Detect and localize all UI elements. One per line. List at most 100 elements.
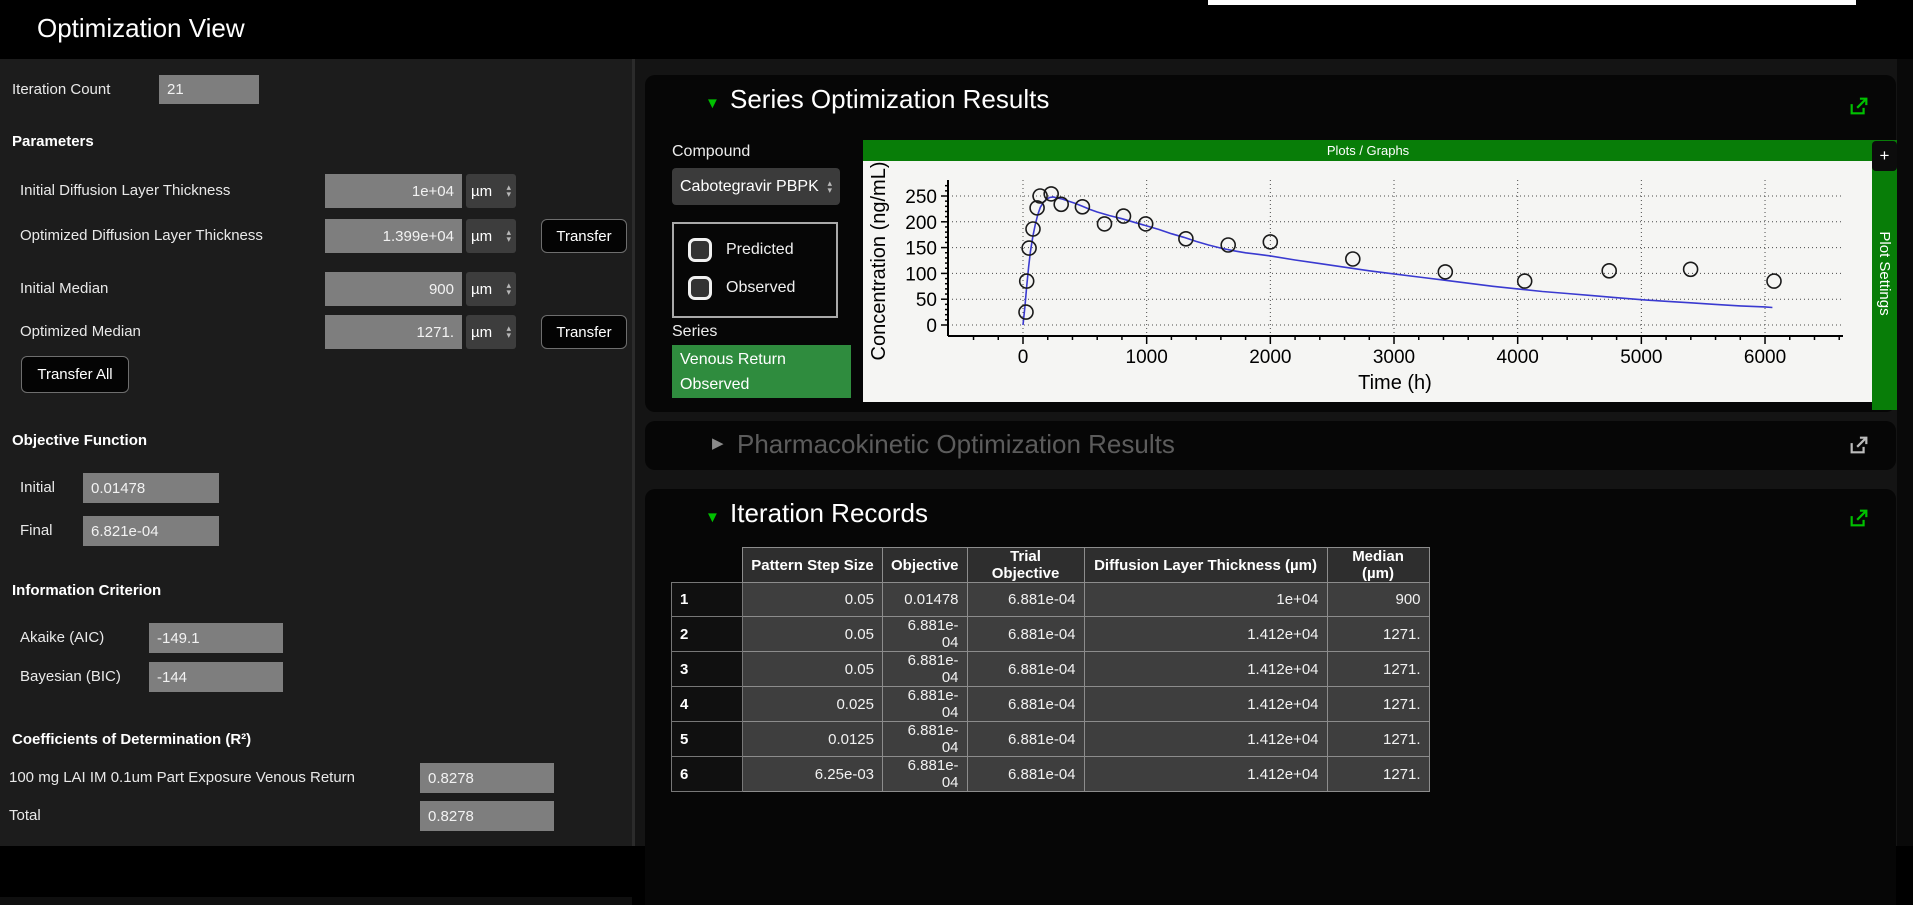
information-criterion-heading: Information Criterion [12, 582, 162, 599]
row-number-cell: 3 [671, 651, 743, 687]
parameter-value-input[interactable]: 900 [325, 272, 462, 306]
series-item-line1: Venous Return [680, 351, 786, 368]
observed-point [1766, 273, 1782, 289]
row-number-cell: 6 [671, 756, 743, 792]
parameter-value-input[interactable]: 1.399e+04 [325, 219, 462, 253]
transfer-all-button[interactable]: Transfer All [21, 356, 129, 393]
concentration-time-chart: 0 1000 2000 3000 4000 5000 6000 0 50 100 150 200 250… [863, 161, 1873, 402]
table-cell: 6.881e-04 [882, 756, 968, 792]
horizontal-scrollbar[interactable] [0, 897, 632, 905]
svg-text:Concentration (ng/mL): Concentration (ng/mL) [868, 162, 890, 361]
observed-point [1018, 304, 1034, 320]
collapse-triangle-icon[interactable]: ▼ [705, 509, 720, 526]
stat-value-input[interactable]: 0.8278 [420, 801, 554, 831]
observed-option[interactable]: Observed [688, 276, 795, 300]
table-cell: 1.412e+04 [1083, 686, 1328, 722]
export-icon[interactable] [1848, 434, 1870, 456]
compound-select[interactable]: Cabotegravir PBPK ▴ ▾ [672, 168, 840, 205]
parameter-value-input[interactable]: 1271. [325, 315, 462, 349]
table-cell: 1271. [1326, 721, 1430, 757]
collapse-triangle-icon[interactable]: ▼ [705, 95, 720, 112]
series-label: Series [672, 323, 718, 340]
spinner-arrows-icon: ▴ ▾ [506, 227, 511, 244]
plot-settings-tab[interactable]: Plot Settings [1872, 140, 1897, 410]
stat-value-input[interactable]: 0.8278 [420, 763, 554, 793]
stat-value-input[interactable]: -144 [149, 662, 283, 692]
parameter-value-input[interactable]: 1e+04 [325, 174, 462, 208]
table-row: 6 6.25e-03 6.881e-04 6.881e-04 1.412e+04 1271… [671, 756, 1430, 792]
observed-point [1516, 273, 1533, 289]
table-cell: 0.05 [742, 582, 883, 617]
table-cell: 6.881e-04 [882, 686, 968, 722]
table-cell: 900 [1326, 582, 1430, 617]
panel-divider [632, 59, 635, 846]
right-edge-strip [1897, 59, 1913, 846]
unit-select-value: µm [471, 323, 493, 341]
iteration-records-panel: ▼ Iteration Records Pattern Step Size Obj… [645, 489, 1896, 905]
stat-value-input[interactable]: 0.01478 [83, 473, 219, 503]
coefficients-heading: Coefficients of Determination (R²) [12, 731, 252, 748]
table-cell: 1271. [1326, 756, 1430, 792]
iteration-count-input[interactable]: 21 [159, 75, 259, 104]
add-plot-button[interactable]: + [1872, 141, 1897, 171]
observed-checkbox[interactable] [688, 276, 712, 300]
export-icon[interactable] [1848, 507, 1870, 529]
table-column-header: Trial Objective [966, 547, 1085, 583]
observed-point [1053, 196, 1069, 213]
table-column-header: Diffusion Layer Thickness (µm) [1083, 547, 1328, 583]
objective-function-heading: Objective Function [12, 432, 148, 449]
series-item-line2: Observed [680, 376, 750, 393]
unit-select[interactable]: µm ▴ ▾ [466, 174, 516, 208]
unit-select[interactable]: µm ▴ ▾ [466, 219, 516, 253]
stat-label: Bayesian (BIC) [20, 668, 121, 685]
svg-text:150: 150 [905, 239, 937, 260]
spinner-arrows-icon: ▴ ▾ [506, 182, 511, 199]
series-list-item-selected[interactable]: Venous Return Observed [672, 345, 851, 398]
observed-point [1178, 231, 1194, 247]
observed-point [1437, 264, 1454, 280]
table-cell: 1e+04 [1083, 582, 1328, 617]
window-edge-strip [1208, 0, 1856, 5]
parameter-label: Optimized Median [20, 323, 141, 340]
table-cell: 6.881e-04 [882, 616, 968, 652]
svg-text:0: 0 [926, 316, 937, 337]
export-icon[interactable] [1848, 95, 1870, 117]
series-panel-title[interactable]: Series Optimization Results [730, 84, 1050, 114]
series-optimization-panel: ▼ Series Optimization Results Compound C… [645, 75, 1897, 412]
svg-text:6000: 6000 [1744, 347, 1786, 368]
table-header-row: Pattern Step Size Objective Trial Objectiv… [672, 547, 1430, 583]
table-cell: 1.412e+04 [1083, 616, 1328, 652]
table-row: 3 0.05 6.881e-04 6.881e-04 1.412e+04 1271. [671, 651, 1430, 687]
observed-point [1601, 263, 1618, 279]
table-cell: 1.412e+04 [1083, 756, 1328, 792]
iteration-count-label: Iteration Count [12, 81, 111, 98]
pk-panel-title[interactable]: Pharmacokinetic Optimization Results [737, 429, 1175, 459]
svg-text:4000: 4000 [1497, 347, 1539, 368]
unit-select[interactable]: µm ▴ ▾ [466, 272, 516, 306]
observed-point [1220, 237, 1237, 253]
transfer-button[interactable]: Transfer [541, 219, 627, 253]
svg-text:2000: 2000 [1249, 347, 1291, 368]
stat-value-input[interactable]: -149.1 [149, 623, 283, 653]
collapsed-triangle-icon[interactable]: ▶ [712, 435, 724, 452]
table-cell: 0.05 [742, 651, 883, 687]
transfer-button[interactable]: Transfer [541, 315, 627, 349]
optimization-sidebar: Iteration Count 21 Parameters Initial Di… [0, 59, 632, 905]
table-cell: 0.01478 [882, 582, 968, 617]
table-cell: 6.25e-03 [742, 756, 883, 792]
table-cell: 6.881e-04 [882, 651, 968, 687]
predicted-option[interactable]: Predicted [688, 238, 794, 262]
observed-point [1115, 208, 1132, 224]
unit-select[interactable]: µm ▴ ▾ [466, 315, 516, 349]
spinner-arrows-icon: ▴ ▾ [506, 323, 511, 340]
observed-point [1043, 186, 1059, 202]
predicted-checkbox[interactable] [688, 238, 712, 262]
table-cell: 6.881e-04 [966, 686, 1085, 722]
table-cell: 6.881e-04 [882, 721, 968, 757]
observed-point [1025, 221, 1041, 237]
iteration-panel-title[interactable]: Iteration Records [730, 498, 928, 528]
table-cell: 6.881e-04 [966, 616, 1085, 652]
stat-value-input[interactable]: 6.821e-04 [83, 516, 219, 546]
spinner-arrows-icon: ▴ ▾ [506, 280, 511, 297]
compound-select-value: Cabotegravir PBPK [680, 177, 819, 195]
